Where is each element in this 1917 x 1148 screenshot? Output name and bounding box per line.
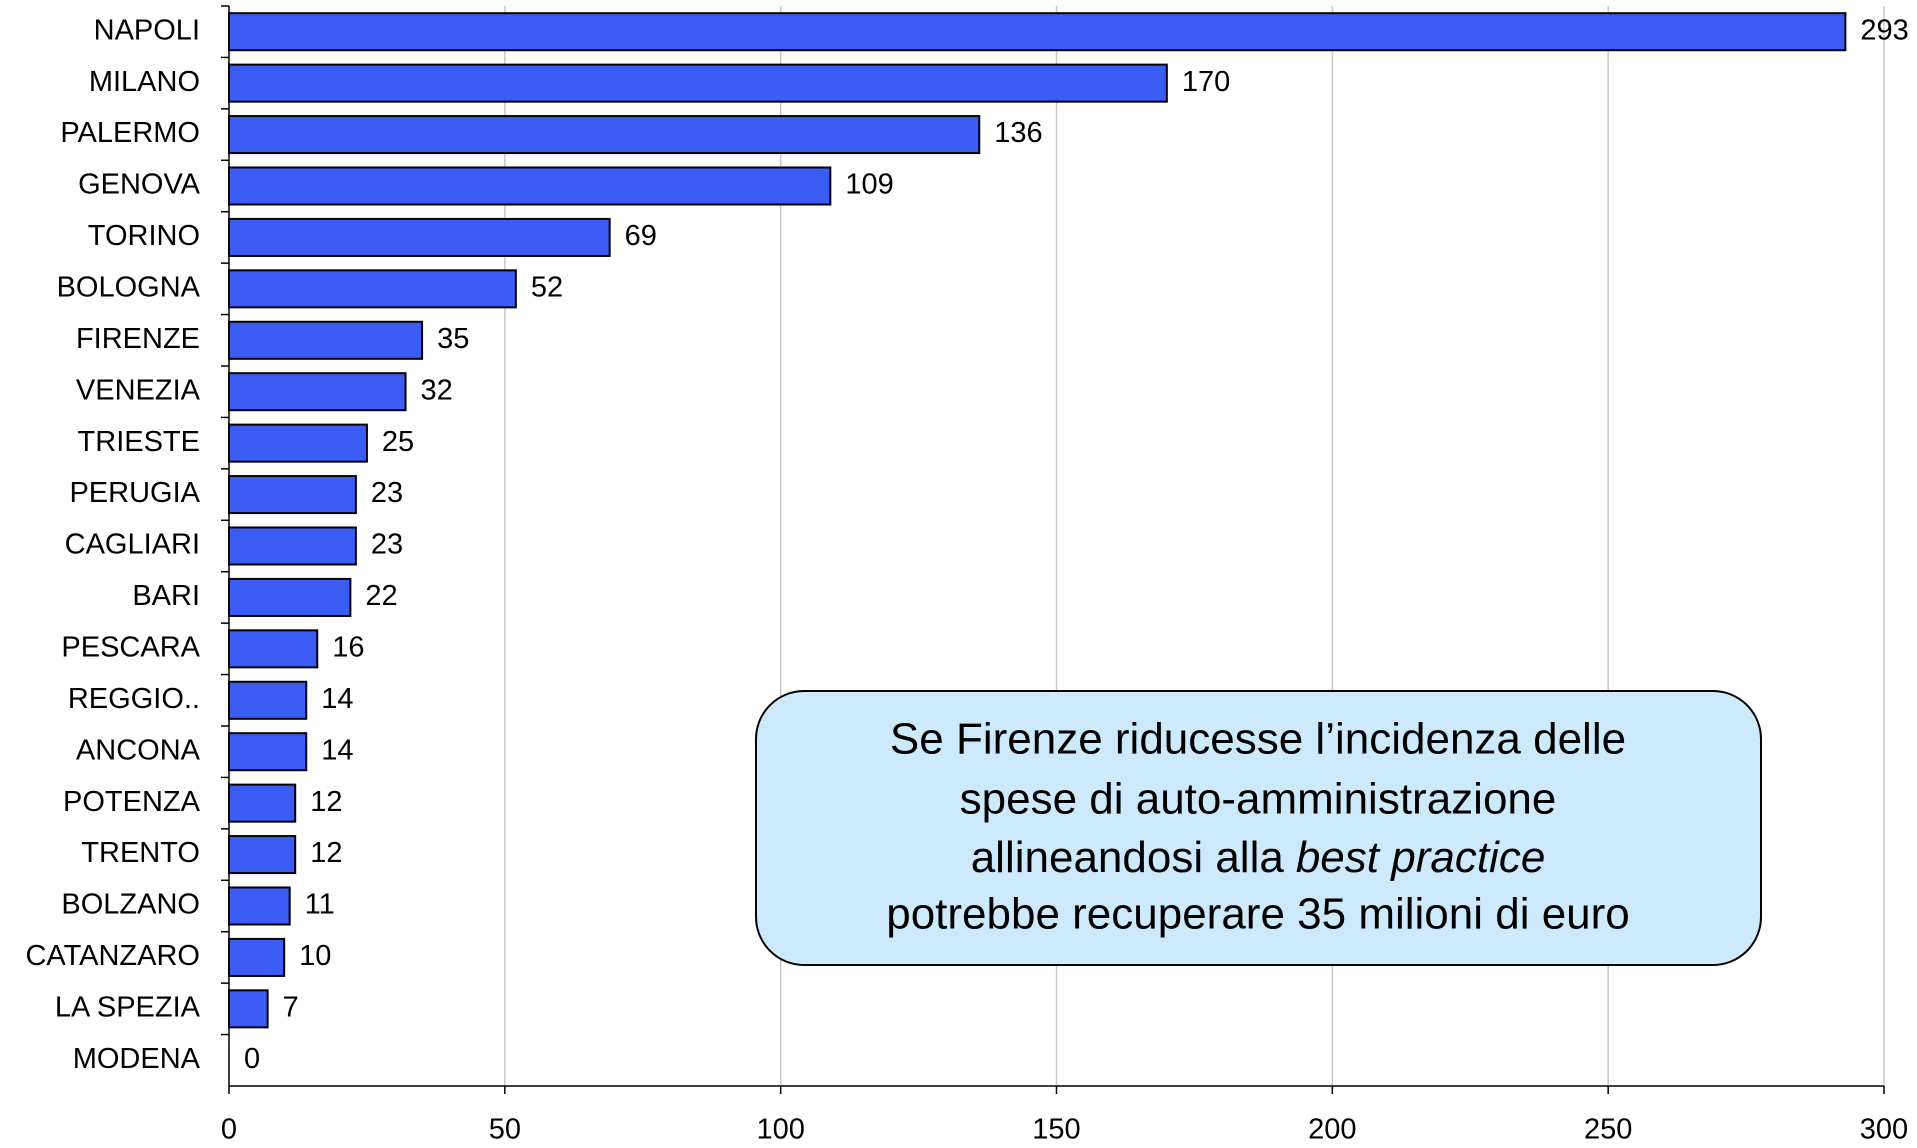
value-label: 32 xyxy=(421,374,453,406)
value-label: 136 xyxy=(994,117,1042,149)
x-tick-label: 0 xyxy=(221,1114,237,1146)
bar xyxy=(228,372,407,412)
bar xyxy=(228,680,308,720)
annotation-text: spese di auto-amministrazione xyxy=(960,775,1557,824)
annotation-part: allineandosi alla xyxy=(971,833,1285,882)
bar xyxy=(228,63,1168,103)
value-label: 16 xyxy=(332,632,364,664)
value-label: 293 xyxy=(1860,14,1908,46)
y-tick-label: GENOVA xyxy=(78,169,201,201)
annotation-box xyxy=(755,690,1762,966)
bar xyxy=(228,732,308,772)
value-label: 7 xyxy=(283,992,299,1024)
y-tick-label: BARI xyxy=(132,580,200,612)
y-tick-label: POTENZA xyxy=(63,786,201,818)
bar xyxy=(228,937,286,977)
bar xyxy=(228,475,357,515)
y-tick-label: NAPOLI xyxy=(94,14,200,46)
value-label: 14 xyxy=(321,683,353,715)
bar xyxy=(228,166,832,206)
annotation-text: potrebbe recuperare 35 milioni di euro xyxy=(886,890,1630,939)
y-tick-label: BOLOGNA xyxy=(57,272,201,304)
value-label: 23 xyxy=(371,529,403,561)
y-tick-label: ANCONA xyxy=(76,734,201,766)
value-label: 69 xyxy=(625,220,657,252)
annotation-text: allineandosi alla best practice xyxy=(971,833,1546,882)
bar xyxy=(228,217,611,257)
bar xyxy=(228,783,297,823)
value-label: 35 xyxy=(437,323,469,355)
y-tick-label: TORINO xyxy=(88,220,200,252)
y-tick-label: PALERMO xyxy=(60,117,200,149)
y-tick-label: VENEZIA xyxy=(76,374,201,406)
bar xyxy=(228,320,424,360)
value-label: 11 xyxy=(305,889,335,921)
bar xyxy=(228,526,357,566)
y-tick-label: TRIESTE xyxy=(78,426,200,458)
y-tick-label: MILANO xyxy=(89,66,200,98)
x-tick-label: 100 xyxy=(756,1114,804,1146)
bar xyxy=(228,835,297,875)
value-label: 22 xyxy=(365,580,397,612)
bar xyxy=(228,629,319,669)
x-tick-label: 200 xyxy=(1308,1114,1356,1146)
y-tick-label: FIRENZE xyxy=(76,323,200,355)
value-label: 170 xyxy=(1182,66,1230,98)
y-tick-label: CATANZARO xyxy=(25,940,200,972)
y-tick-label: REGGIO.. xyxy=(68,683,200,715)
bar xyxy=(228,12,1847,52)
y-tick-label: PERUGIA xyxy=(69,477,200,509)
value-label: 109 xyxy=(845,169,893,201)
value-label: 0 xyxy=(244,1043,260,1075)
value-label: 23 xyxy=(371,477,403,509)
value-label: 12 xyxy=(310,786,342,818)
y-tick-label: PESCARA xyxy=(61,632,200,664)
y-tick-label: MODENA xyxy=(73,1043,201,1075)
value-label: 25 xyxy=(382,426,414,458)
y-tick-label: CAGLIARI xyxy=(65,529,200,561)
bar xyxy=(228,115,981,155)
y-tick-label: BOLZANO xyxy=(61,889,200,921)
value-label: 12 xyxy=(310,837,342,869)
bar xyxy=(228,989,269,1029)
annotation-part: best practice xyxy=(1296,833,1545,882)
y-tick-label: TRENTO xyxy=(81,837,200,869)
x-tick-label: 250 xyxy=(1584,1114,1632,1146)
bar xyxy=(228,423,368,463)
annotation-text: Se Firenze riducesse l’incidenza delle xyxy=(890,715,1626,764)
bar xyxy=(228,577,352,617)
x-tick-label: 300 xyxy=(1860,1114,1908,1146)
value-label: 10 xyxy=(299,940,331,972)
x-tick-label: 50 xyxy=(489,1114,521,1146)
bar xyxy=(228,269,517,309)
x-tick-label: 150 xyxy=(1032,1114,1080,1146)
y-tick-label: LA SPEZIA xyxy=(55,992,201,1024)
value-label: 14 xyxy=(321,734,353,766)
value-label: 52 xyxy=(531,272,563,304)
bar xyxy=(228,886,291,926)
